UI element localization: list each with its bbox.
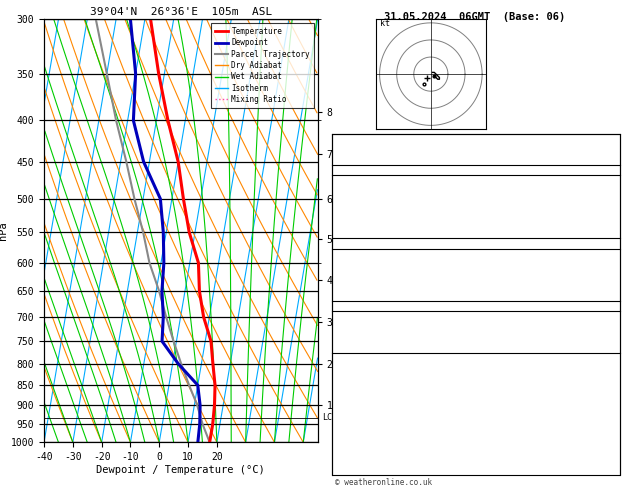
Text: Most Unstable: Most Unstable <box>438 239 514 249</box>
Text: 13.4: 13.4 <box>593 187 616 197</box>
Text: Mixing Ratio (g/kg): Mixing Ratio (g/kg) <box>340 205 348 299</box>
Text: Lifted Index: Lifted Index <box>336 208 406 218</box>
Text: CAPE (J): CAPE (J) <box>336 218 383 228</box>
Text: 318: 318 <box>598 260 616 270</box>
Text: LCL: LCL <box>322 414 337 422</box>
Text: StmDir: StmDir <box>336 333 371 343</box>
Text: SREH: SREH <box>336 323 359 333</box>
Text: 3: 3 <box>610 208 616 218</box>
Text: 31.05.2024  06GMT  (Base: 06): 31.05.2024 06GMT (Base: 06) <box>384 12 565 22</box>
Text: 5: 5 <box>610 344 616 354</box>
Text: CIN (J): CIN (J) <box>336 228 377 239</box>
Text: Dewp (°C): Dewp (°C) <box>336 187 389 197</box>
Text: 11: 11 <box>604 135 616 145</box>
Text: 1000: 1000 <box>593 249 616 260</box>
Text: 1.62: 1.62 <box>593 156 616 166</box>
Legend: Temperature, Dewpoint, Parcel Trajectory, Dry Adiabat, Wet Adiabat, Isotherm, Mi: Temperature, Dewpoint, Parcel Trajectory… <box>211 23 314 107</box>
Text: CAPE (J): CAPE (J) <box>336 281 383 291</box>
Text: Totals Totals: Totals Totals <box>336 145 412 155</box>
Title: 39°04'N  26°36'E  105m  ASL: 39°04'N 26°36'E 105m ASL <box>90 7 272 17</box>
Text: kt: kt <box>380 19 389 28</box>
Y-axis label: km
ASL: km ASL <box>348 220 366 242</box>
Text: 0: 0 <box>610 218 616 228</box>
Text: 0: 0 <box>610 228 616 239</box>
Text: θᵉ (K): θᵉ (K) <box>336 260 371 270</box>
Text: 22: 22 <box>604 312 616 322</box>
Text: Temp (°C): Temp (°C) <box>336 176 389 187</box>
Text: PW (cm): PW (cm) <box>336 156 377 166</box>
Text: 17.5: 17.5 <box>593 176 616 187</box>
Text: 251°: 251° <box>593 333 616 343</box>
Y-axis label: hPa: hPa <box>0 222 8 240</box>
Text: EH: EH <box>336 312 348 322</box>
Text: CIN (J): CIN (J) <box>336 291 377 301</box>
Text: K: K <box>336 135 342 145</box>
X-axis label: Dewpoint / Temperature (°C): Dewpoint / Temperature (°C) <box>96 465 265 475</box>
Text: θᵉ(K): θᵉ(K) <box>336 197 365 208</box>
Text: Lifted Index: Lifted Index <box>336 270 406 280</box>
Text: 25: 25 <box>604 323 616 333</box>
Text: 3: 3 <box>610 270 616 280</box>
Text: Pressure (mb): Pressure (mb) <box>336 249 412 260</box>
Text: Hodograph: Hodograph <box>449 302 503 312</box>
Text: 0: 0 <box>610 291 616 301</box>
Text: 0: 0 <box>610 281 616 291</box>
Text: © weatheronline.co.uk: © weatheronline.co.uk <box>335 478 432 486</box>
Text: 318: 318 <box>598 197 616 208</box>
Text: StmSpd (kt): StmSpd (kt) <box>336 344 401 354</box>
Text: 36: 36 <box>604 145 616 155</box>
Text: Surface: Surface <box>455 166 496 176</box>
